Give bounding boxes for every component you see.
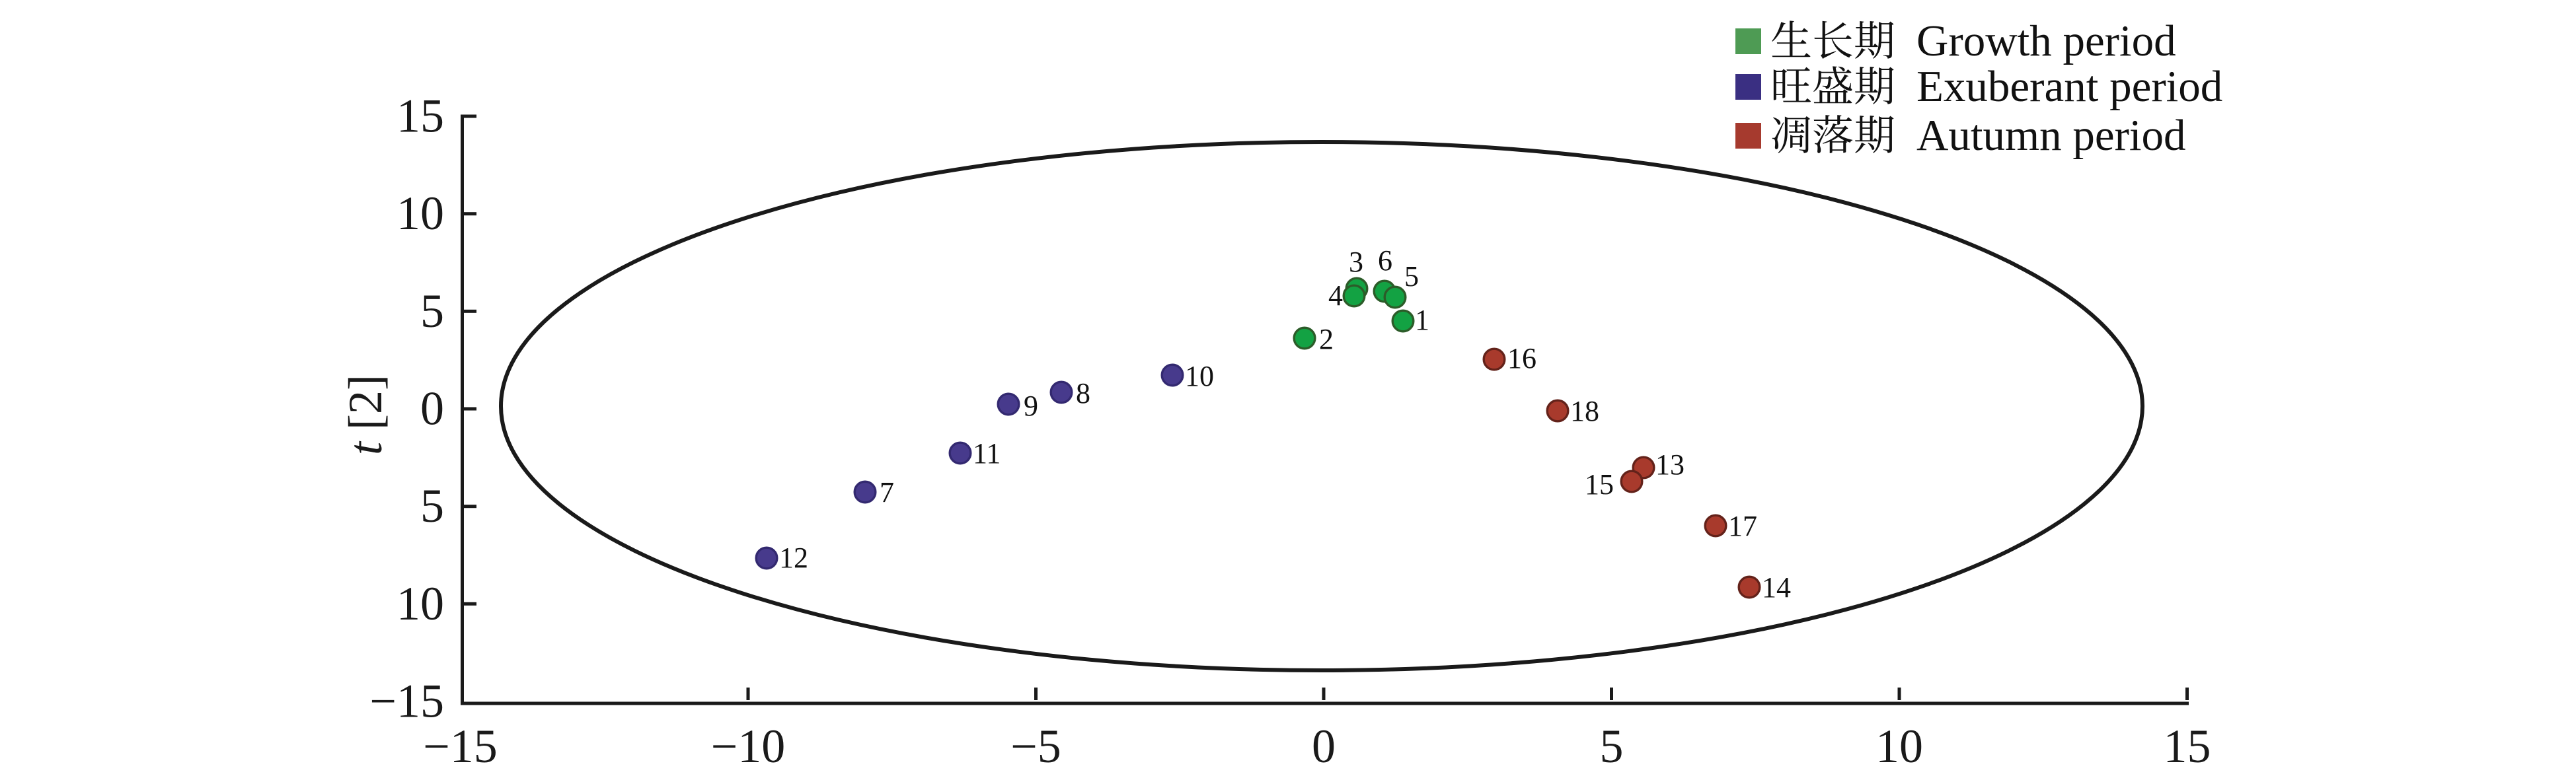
svg-text:t [2]: t [2] (339, 374, 392, 455)
svg-text:9: 9 (1024, 390, 1038, 422)
svg-text:2: 2 (1319, 323, 1334, 355)
svg-text:5: 5 (1404, 260, 1419, 293)
svg-text:5: 5 (420, 479, 444, 532)
svg-text:5: 5 (420, 285, 444, 337)
svg-text:10: 10 (397, 187, 444, 240)
svg-text:7: 7 (880, 476, 894, 509)
svg-text:Exuberant period: Exuberant period (1916, 62, 2222, 111)
svg-text:−15: −15 (369, 675, 444, 728)
svg-text:Growth period: Growth period (1916, 17, 2176, 65)
svg-text:0: 0 (420, 382, 444, 435)
svg-text:18: 18 (1570, 395, 1599, 427)
svg-text:11: 11 (973, 437, 1001, 470)
svg-text:15: 15 (1585, 468, 1614, 501)
svg-text:5: 5 (1600, 720, 1624, 773)
svg-text:8: 8 (1076, 377, 1090, 409)
svg-text:3: 3 (1349, 246, 1363, 278)
svg-text:1: 1 (1415, 304, 1429, 336)
svg-text:Autumn period: Autumn period (1916, 111, 2186, 160)
svg-text:−5: −5 (1010, 720, 1061, 773)
svg-text:16: 16 (1507, 342, 1536, 374)
svg-text:6: 6 (1378, 244, 1392, 277)
svg-text:4: 4 (1328, 279, 1343, 312)
svg-text:−10: −10 (711, 720, 786, 773)
svg-text:0: 0 (1312, 720, 1336, 773)
svg-text:15: 15 (397, 90, 444, 143)
svg-text:10: 10 (1185, 360, 1214, 392)
svg-text:14: 14 (1762, 571, 1791, 604)
svg-text:10: 10 (1875, 720, 1923, 773)
svg-text:15: 15 (2164, 720, 2211, 773)
svg-text:13: 13 (1655, 448, 1685, 481)
svg-text:10: 10 (397, 577, 444, 630)
svg-text:17: 17 (1728, 510, 1757, 542)
svg-text:12: 12 (779, 542, 808, 574)
svg-text:−15: −15 (423, 720, 498, 773)
